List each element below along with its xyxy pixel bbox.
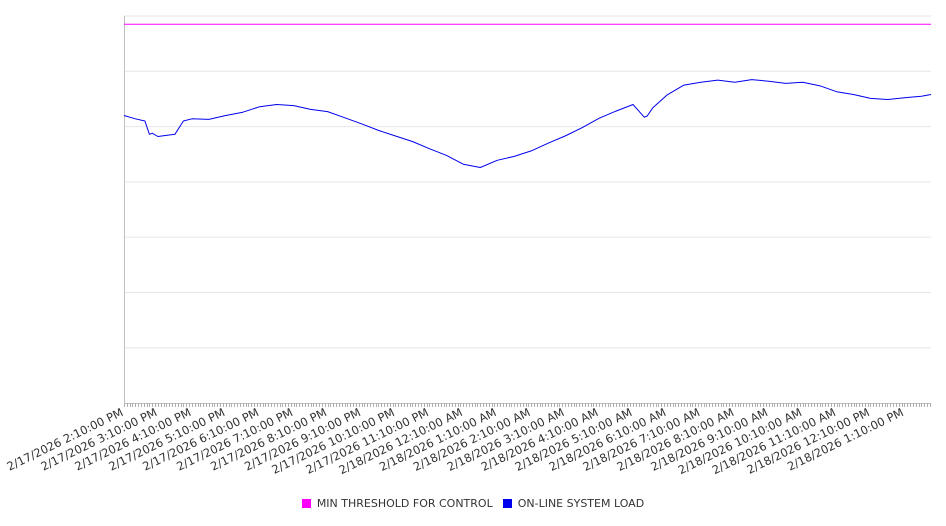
x-axis-tick-labels: 2/17/2026 2:10:00 PM2/17/2026 3:10:00 PM…	[5, 405, 906, 477]
series-line-system-load	[123, 79, 932, 168]
x-axis-ticks	[124, 403, 931, 407]
legend-item-system-load[interactable]: ON-LINE SYSTEM LOAD	[502, 497, 645, 510]
legend-swatch-system-load	[502, 499, 512, 508]
legend-label-system-load: ON-LINE SYSTEM LOAD	[517, 497, 645, 510]
axes	[124, 16, 931, 404]
legend-swatch-min-threshold	[301, 499, 311, 508]
series-lines	[123, 23, 932, 168]
legend-item-min-threshold[interactable]: MIN THRESHOLD FOR CONTROL	[301, 497, 493, 510]
gridlines	[124, 15, 931, 349]
legend: MIN THRESHOLD FOR CONTROL ON-LINE SYSTEM…	[0, 497, 946, 510]
legend-label-min-threshold: MIN THRESHOLD FOR CONTROL	[316, 497, 493, 510]
